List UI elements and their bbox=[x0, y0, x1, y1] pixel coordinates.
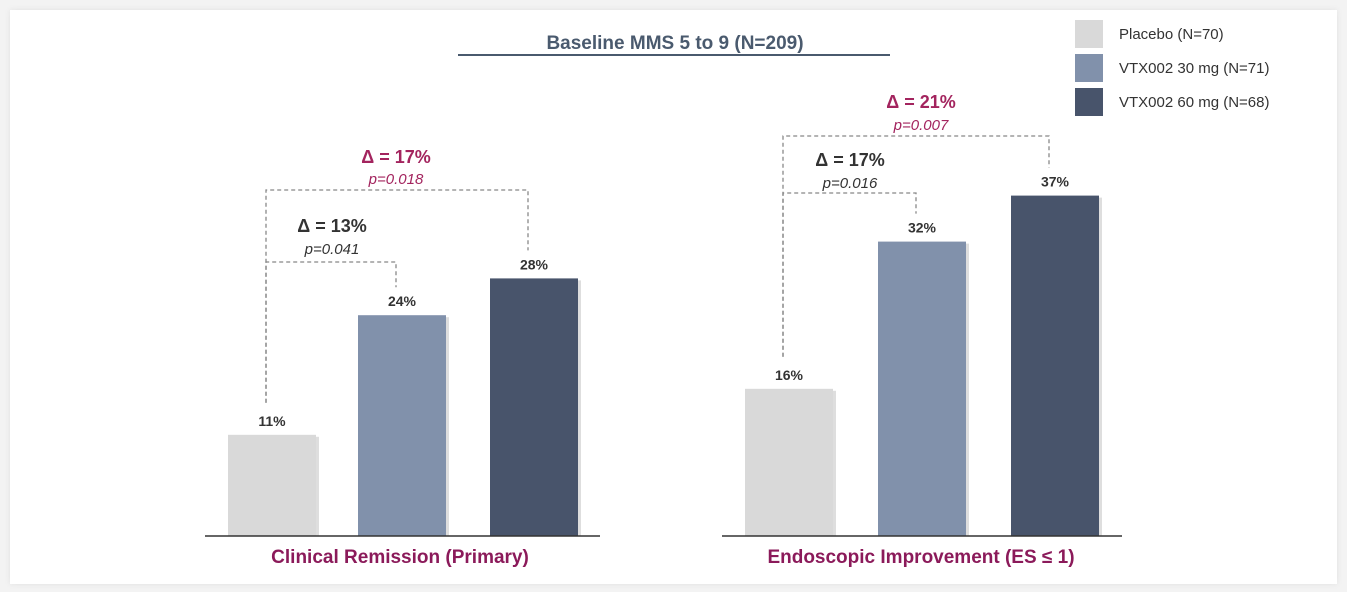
bracket-0-1 bbox=[265, 189, 529, 403]
panel-title-0: Clinical Remission (Primary) bbox=[271, 547, 529, 568]
chart-panels: 11% 24% 28% Clinical Remission (Primary) Δ =… bbox=[205, 92, 1122, 568]
bracket-1-1 bbox=[782, 135, 1050, 357]
bar-0-2 bbox=[490, 278, 578, 536]
legend-label-1: VTX002 30 mg (N=71) bbox=[1119, 60, 1270, 77]
legend-swatch-1 bbox=[1075, 54, 1103, 82]
value-label-1-1: 32% bbox=[908, 220, 937, 236]
p-value-1-1: p=0.007 bbox=[893, 117, 949, 134]
legend-label-0: Placebo (N=70) bbox=[1119, 26, 1224, 43]
panel-title-1: Endoscopic Improvement (ES ≤ 1) bbox=[767, 547, 1074, 568]
panel-1: 16% 32% 37% Endoscopic Improvement (ES ≤ 1)… bbox=[722, 92, 1122, 568]
legend: Placebo (N=70) VTX002 30 mg (N=71) VTX002 … bbox=[1075, 20, 1270, 116]
legend-label-2: VTX002 60 mg (N=68) bbox=[1119, 94, 1270, 111]
delta-label-0-1: Δ = 17% bbox=[361, 147, 430, 167]
p-value-0-1: p=0.018 bbox=[368, 171, 424, 188]
panel-0: 11% 24% 28% Clinical Remission (Primary) Δ =… bbox=[205, 147, 600, 568]
bar-0-1 bbox=[358, 315, 446, 536]
legend-swatch-0 bbox=[1075, 20, 1103, 48]
p-value-1-0: p=0.016 bbox=[822, 175, 878, 192]
bar-1-2 bbox=[1011, 195, 1099, 536]
bar-1-1 bbox=[878, 241, 966, 536]
value-label-1-2: 37% bbox=[1041, 174, 1070, 190]
delta-label-1-0: Δ = 17% bbox=[815, 150, 884, 170]
legend-swatch-2 bbox=[1075, 88, 1103, 116]
p-value-0-0: p=0.041 bbox=[304, 241, 360, 258]
value-label-0-0: 11% bbox=[258, 413, 286, 429]
value-label-0-2: 28% bbox=[520, 256, 549, 272]
bar-1-0 bbox=[745, 388, 833, 536]
value-label-1-0: 16% bbox=[775, 367, 804, 383]
chart-title: Baseline MMS 5 to 9 (N=209) bbox=[546, 33, 803, 54]
bar-0-0 bbox=[228, 434, 316, 536]
delta-label-0-0: Δ = 13% bbox=[297, 216, 366, 236]
value-label-0-1: 24% bbox=[388, 293, 417, 309]
delta-label-1-1: Δ = 21% bbox=[886, 92, 955, 112]
